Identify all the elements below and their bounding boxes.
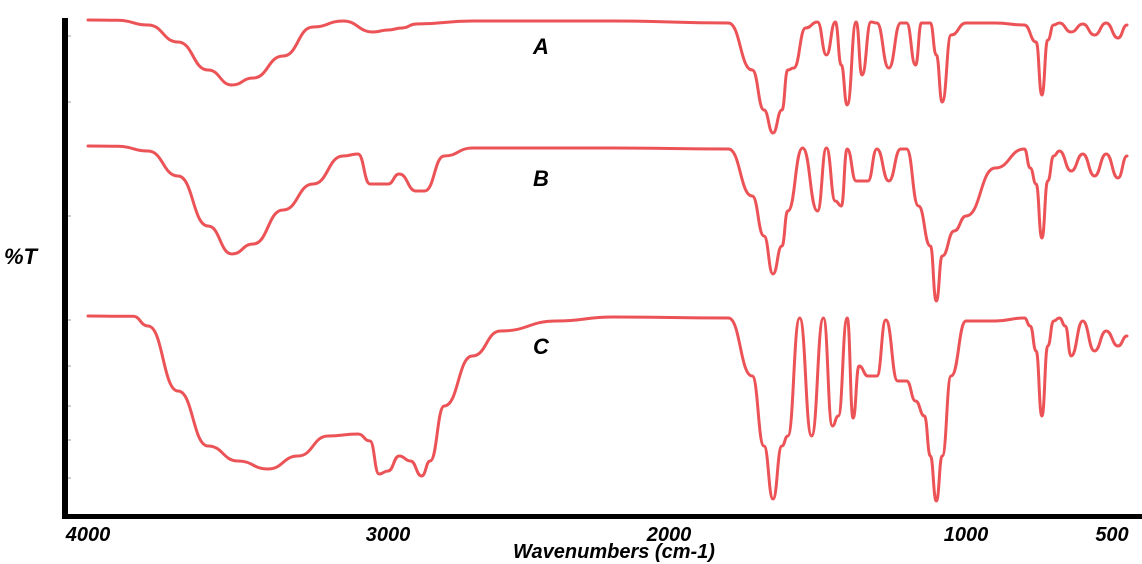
x-axis-label: Wavenumbers (cm-1)	[513, 541, 715, 563]
series-label-c: C	[533, 334, 550, 359]
x-tick-label: 4000	[65, 524, 111, 546]
x-axis-line	[62, 514, 1142, 519]
series-line-b	[86, 144, 1129, 303]
y-axis-line	[62, 18, 68, 518]
x-tick-label: 3000	[366, 524, 411, 546]
x-tick-label: 2000	[646, 524, 692, 546]
y-axis-label: %T	[4, 244, 39, 269]
series-label-a: A	[532, 34, 549, 59]
x-tick-label: 1000	[944, 524, 989, 546]
series-line-c	[86, 314, 1129, 503]
x-tick-label: 500	[1095, 524, 1128, 546]
series-line-a	[86, 18, 1129, 135]
series-label-b: B	[533, 166, 549, 191]
